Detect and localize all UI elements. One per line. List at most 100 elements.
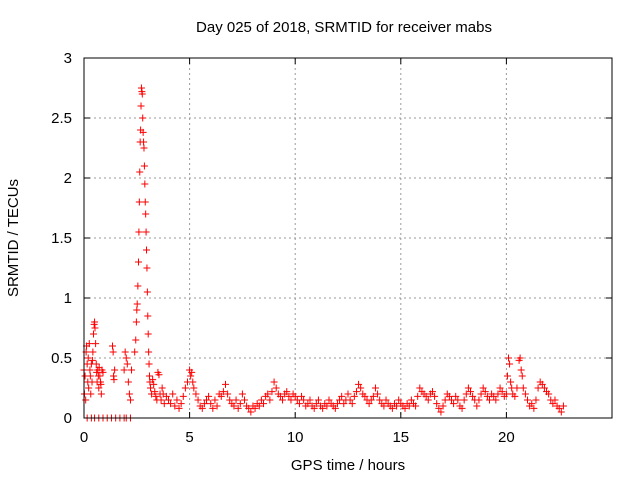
data-point bbox=[109, 348, 117, 356]
data-point bbox=[445, 392, 453, 400]
data-point bbox=[338, 392, 346, 400]
data-point bbox=[352, 388, 360, 396]
data-point bbox=[291, 392, 299, 400]
data-point bbox=[213, 402, 221, 410]
data-point bbox=[517, 366, 525, 374]
data-point bbox=[234, 404, 242, 412]
data-point bbox=[91, 318, 99, 326]
data-point bbox=[160, 400, 168, 408]
data-point bbox=[147, 384, 155, 392]
data-point bbox=[132, 318, 140, 326]
data-point bbox=[142, 210, 150, 218]
data-point bbox=[224, 390, 232, 398]
data-point bbox=[407, 396, 415, 404]
data-point bbox=[96, 372, 104, 380]
data-point bbox=[268, 388, 276, 396]
data-point bbox=[91, 324, 99, 332]
data-point bbox=[551, 396, 559, 404]
data-point bbox=[145, 348, 153, 356]
data-point bbox=[323, 402, 331, 410]
data-point bbox=[475, 396, 483, 404]
data-point bbox=[538, 380, 546, 388]
data-point bbox=[141, 198, 149, 206]
x-tick-label: 20 bbox=[498, 429, 515, 446]
data-point bbox=[135, 198, 143, 206]
data-point bbox=[371, 384, 379, 392]
data-point bbox=[549, 400, 557, 408]
data-point bbox=[502, 390, 510, 398]
data-point bbox=[99, 368, 107, 376]
axis-ticks bbox=[83, 57, 612, 419]
data-point bbox=[141, 180, 149, 188]
data-point bbox=[355, 380, 363, 388]
data-point bbox=[255, 402, 263, 410]
data-point bbox=[433, 400, 441, 408]
data-point bbox=[270, 378, 278, 386]
data-point bbox=[283, 388, 291, 396]
data-point bbox=[518, 372, 526, 380]
data-point bbox=[202, 396, 210, 404]
data-point bbox=[134, 282, 142, 290]
data-point bbox=[454, 396, 462, 404]
y-tick-label: 1 bbox=[64, 290, 72, 307]
data-point bbox=[82, 396, 90, 404]
data-point bbox=[346, 396, 354, 404]
data-point bbox=[122, 354, 130, 362]
data-point bbox=[109, 342, 117, 350]
grid-lines bbox=[84, 58, 612, 418]
data-point bbox=[431, 392, 439, 400]
data-point bbox=[528, 400, 536, 408]
data-point bbox=[450, 400, 458, 408]
data-point bbox=[110, 376, 118, 384]
data-point bbox=[87, 390, 95, 398]
data-point bbox=[198, 404, 206, 412]
data-point bbox=[435, 404, 443, 412]
data-point bbox=[466, 388, 474, 396]
data-point bbox=[266, 396, 274, 404]
data-point bbox=[111, 366, 119, 374]
data-point bbox=[136, 168, 144, 176]
data-point bbox=[175, 404, 183, 412]
data-point bbox=[134, 258, 142, 266]
data-point bbox=[138, 90, 146, 98]
data-point bbox=[219, 388, 227, 396]
data-point bbox=[524, 396, 532, 404]
data-point bbox=[340, 400, 348, 408]
data-point bbox=[241, 396, 249, 404]
data-point bbox=[120, 366, 128, 374]
data-point bbox=[357, 384, 365, 392]
data-point bbox=[177, 400, 185, 408]
data-point bbox=[236, 400, 244, 408]
data-point bbox=[462, 390, 470, 398]
data-point bbox=[88, 356, 96, 364]
data-point bbox=[369, 392, 377, 400]
data-point bbox=[247, 408, 255, 416]
data-point bbox=[145, 360, 153, 368]
data-point bbox=[126, 396, 134, 404]
data-point bbox=[192, 390, 200, 398]
data-point bbox=[469, 392, 477, 400]
y-tick-label: 1.5 bbox=[51, 230, 72, 247]
y-axis-title: SRMTID / TECUs bbox=[5, 179, 22, 297]
data-point bbox=[205, 392, 213, 400]
data-point bbox=[257, 396, 265, 404]
data-point bbox=[125, 390, 133, 398]
data-point bbox=[405, 402, 413, 410]
data-point bbox=[238, 390, 246, 398]
data-point bbox=[295, 400, 303, 408]
data-point bbox=[152, 392, 160, 400]
data-point bbox=[167, 400, 175, 408]
data-point bbox=[325, 396, 333, 404]
data-point bbox=[211, 396, 219, 404]
data-point bbox=[412, 402, 420, 410]
data-point bbox=[452, 392, 460, 400]
data-point bbox=[143, 246, 151, 254]
data-point bbox=[521, 390, 529, 398]
data-point bbox=[361, 392, 369, 400]
data-point bbox=[441, 396, 449, 404]
data-point bbox=[232, 396, 240, 404]
y-tick-label: 3 bbox=[64, 50, 72, 67]
data-point bbox=[217, 392, 225, 400]
data-point bbox=[226, 396, 234, 404]
data-point bbox=[545, 390, 553, 398]
